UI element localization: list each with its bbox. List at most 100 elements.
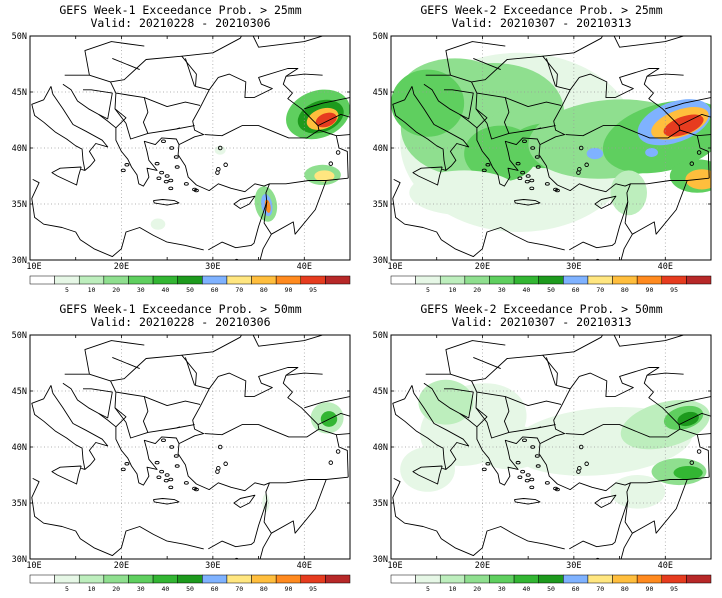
lat-label: 50N — [373, 32, 388, 42]
island-outline — [169, 146, 175, 150]
boundary-line — [445, 41, 506, 76]
lake-outline — [217, 145, 223, 151]
boundary-line — [304, 396, 350, 409]
lat-label: 45N — [373, 88, 388, 98]
precip-field — [391, 335, 711, 559]
island-outline — [120, 467, 126, 472]
colorbar-label: 70 — [235, 286, 243, 294]
colorbar-swatch — [636, 574, 663, 584]
colorbar-swatch — [439, 574, 466, 584]
colorbar-label: 30 — [498, 585, 506, 593]
lake-outline — [710, 441, 711, 444]
boundary-line — [528, 241, 565, 251]
boundary-line — [304, 97, 350, 110]
colorbar-label: 60 — [572, 585, 580, 593]
colorbar: 5 10 20 30 40 50 60 70 80 90 95 — [390, 574, 712, 593]
colorbar-label: 80 — [621, 585, 629, 593]
boundary-line — [503, 97, 510, 134]
boundary-line — [177, 443, 270, 550]
boundary-line — [624, 479, 688, 534]
island-outline — [517, 176, 523, 180]
lat-label: 30N — [373, 555, 388, 565]
colorbar-swatch — [226, 275, 252, 285]
island-outline — [481, 168, 487, 173]
island-outline — [530, 146, 536, 150]
coastlines-borders — [30, 335, 350, 559]
colorbar-label: 70 — [235, 585, 243, 593]
panel-title: GEFS Week-1 Exceedance Prob. > 50mm — [59, 302, 302, 316]
island-outline — [544, 182, 550, 186]
boundary-line — [620, 532, 633, 559]
lon-label: 20E — [114, 561, 129, 571]
island-outline — [168, 178, 174, 183]
boundary-line — [473, 356, 501, 370]
colorbar-label: 5 — [65, 585, 69, 593]
colorbar-label: 20 — [473, 585, 481, 593]
boundary-line — [31, 478, 168, 557]
colorbar-swatch — [300, 275, 326, 285]
colorbar-label: 90 — [646, 286, 654, 294]
boundary-line — [184, 58, 196, 87]
colorbar-label: 60 — [211, 585, 219, 593]
boundary-line — [51, 465, 82, 485]
lat-label: 45N — [12, 88, 27, 98]
lake-outline — [578, 444, 584, 450]
boundary-line — [181, 36, 243, 57]
boundary-line — [542, 36, 604, 57]
axis-ticks — [29, 35, 351, 261]
boundary-line — [696, 135, 710, 179]
island-outline — [525, 174, 531, 178]
map-panel-week2-25mm: GEFS Week-2 Exceedance Prob. > 25mm Vali… — [361, 0, 722, 299]
boundary-line — [537, 125, 556, 130]
lake-outline — [595, 557, 600, 559]
island-outline — [554, 188, 560, 193]
colorbar-label: 80 — [621, 286, 629, 294]
boundary-line — [269, 177, 349, 185]
boundary-line — [513, 498, 541, 505]
lake-outline — [215, 469, 220, 474]
colorbar-swatch — [128, 574, 154, 584]
axis-ticks — [390, 35, 712, 261]
boundary-line — [263, 180, 327, 235]
graticule — [30, 335, 350, 559]
colorbar-swatch — [587, 574, 613, 584]
island-outline — [124, 462, 130, 466]
island-outline — [193, 487, 199, 492]
colorbar-swatch — [29, 275, 55, 285]
lake-outline — [335, 449, 341, 454]
boundary-line — [31, 179, 168, 258]
colorbar-swatch — [612, 574, 638, 584]
colorbar-swatch — [563, 574, 589, 584]
boundary-line — [665, 97, 711, 110]
island-outline — [554, 487, 560, 492]
colorbar-label: 5 — [426, 286, 430, 294]
colorbar-label: 50 — [186, 585, 194, 593]
colorbar: 5 10 20 30 40 50 60 70 80 90 95 — [29, 275, 351, 294]
colorbar-label: 10 — [88, 585, 96, 593]
island-outline — [156, 176, 162, 180]
island-outline — [485, 462, 491, 466]
colorbar-swatch — [538, 275, 564, 285]
island-outline — [173, 454, 179, 458]
lon-label: 30E — [205, 561, 220, 571]
lon-label: 30E — [566, 262, 581, 272]
colorbar-swatch — [686, 275, 712, 285]
island-outline — [481, 467, 487, 472]
island-outline — [168, 186, 174, 191]
boundary-line — [425, 354, 571, 390]
colorbar-swatch — [300, 574, 326, 584]
probability-contour — [391, 69, 465, 137]
island-outline — [154, 161, 160, 166]
lake-outline — [584, 461, 589, 467]
island-outline — [529, 477, 535, 482]
map-panel-week1-25mm: GEFS Week-1 Exceedance Prob. > 25mm Vali… — [0, 0, 361, 299]
probability-contour — [314, 170, 335, 182]
colorbar-label: 40 — [161, 585, 169, 593]
colorbar-swatch — [54, 574, 80, 584]
boundary-line — [411, 86, 470, 171]
colorbar-label: 10 — [449, 585, 457, 593]
island-outline — [183, 481, 189, 485]
